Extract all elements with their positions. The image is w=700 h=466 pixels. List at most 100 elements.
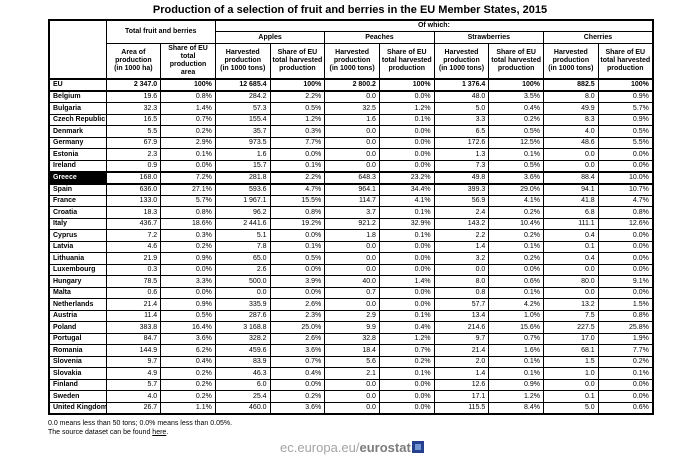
value-cell: 0.0 xyxy=(324,159,380,173)
value-cell: 0.0% xyxy=(597,148,654,161)
value-cell: 8.0 xyxy=(543,90,599,104)
area-production-header: Area of production (in 1000 ha) xyxy=(105,43,162,81)
value-cell: 328.2 xyxy=(214,332,271,346)
value-cell: 1.2% xyxy=(488,390,544,403)
value-cell: 1.8 xyxy=(324,229,380,242)
value-cell: 100% xyxy=(597,78,654,93)
country-cell: Portugal xyxy=(48,332,107,346)
value-cell: 460.0 xyxy=(214,401,271,415)
value-cell: 0.8% xyxy=(597,309,654,323)
value-cell: 0.0 xyxy=(433,263,490,277)
value-cell: 2.4 xyxy=(433,206,490,219)
table-row: Hungary 78.5 3.3% 500.0 3.9% 40.0 1.4% 8.0 0.6% 8… xyxy=(48,275,654,288)
table-row: Malta 0.6 0.0% 0.0 0.0% 0.7 0.0% 0.8 0.1% 0.0 0.0% xyxy=(48,286,654,300)
value-cell: 0.4% xyxy=(269,367,326,380)
value-cell: 0.0 xyxy=(324,136,380,150)
value-cell: 3.6% xyxy=(160,332,216,346)
value-cell: 0.0% xyxy=(160,286,216,300)
value-cell: 57.3 xyxy=(214,102,271,115)
value-cell: 399.3 xyxy=(433,183,490,196)
value-cell: 1.1% xyxy=(160,401,216,415)
value-cell: 0.7 xyxy=(324,286,380,300)
value-cell: 0.1% xyxy=(269,159,326,173)
value-cell: 0.9 xyxy=(105,159,162,173)
table-row: Bulgaria 32.3 1.4% 57.3 0.5% 32.5 1.2% 5.0 0.4% 4… xyxy=(48,102,654,115)
value-cell: 7.8 xyxy=(214,240,271,254)
value-cell: 5.7% xyxy=(160,194,216,208)
value-cell: 11.4 xyxy=(105,309,162,323)
value-cell: 49.8 xyxy=(433,170,490,185)
value-cell: 25.0% xyxy=(269,321,326,334)
value-cell: 100% xyxy=(269,78,326,93)
value-cell: 0.2% xyxy=(597,355,654,369)
value-cell: 12.6% xyxy=(597,217,654,231)
value-cell: 4.0 xyxy=(543,125,599,138)
value-cell: 0.0% xyxy=(378,401,435,415)
value-cell: 0.0% xyxy=(597,240,654,254)
value-cell: 0.2% xyxy=(378,355,435,369)
value-cell: 17.0 xyxy=(543,332,599,346)
country-cell: Estonia xyxy=(48,148,107,161)
country-cell: Luxembourg xyxy=(48,263,107,277)
value-cell: 2.3% xyxy=(269,309,326,323)
source-dataset-link[interactable]: here xyxy=(152,429,167,437)
value-cell: 0.4 xyxy=(543,252,599,265)
value-cell: 6.0 xyxy=(214,378,271,392)
value-cell: 2.2 xyxy=(433,229,490,242)
value-cell: 500.0 xyxy=(214,275,271,288)
value-cell: 6.8 xyxy=(543,206,599,219)
value-cell: 84.7 xyxy=(105,332,162,346)
fruit-header-cherries: Cherries xyxy=(542,31,654,45)
value-cell: 1.4% xyxy=(160,102,216,115)
value-cell: 0.4% xyxy=(488,102,544,115)
country-cell: France xyxy=(48,194,107,208)
table-row: Cyprus 7.2 0.3% 5.1 0.0% 1.8 0.1% 2.2 0.2% 0.4 0.0… xyxy=(48,229,654,242)
value-cell: 111.1 xyxy=(543,217,599,231)
value-cell: 7.7% xyxy=(597,344,654,357)
value-cell: 227.5 xyxy=(543,321,599,334)
value-cell: 0.0 xyxy=(324,263,380,277)
value-cell: 4.6 xyxy=(105,240,162,254)
value-cell: 0.0% xyxy=(378,298,435,311)
table-row: Slovakia 4.9 0.2% 46.3 0.4% 2.1 0.1% 1.4 0.1% 1.0… xyxy=(48,367,654,380)
value-cell: 383.8 xyxy=(105,321,162,334)
value-cell: 3.6% xyxy=(269,344,326,357)
value-cell: 0.7% xyxy=(378,344,435,357)
value-cell: 0.4% xyxy=(160,355,216,369)
table-row: Greece 168.0 7.2% 281.8 2.2% 648.3 23.2% 49.8 3.… xyxy=(48,170,654,185)
value-cell: 1 376.4 xyxy=(433,78,490,93)
value-cell: 0.0 xyxy=(324,252,380,265)
value-cell: 100% xyxy=(488,78,544,93)
value-cell: 100% xyxy=(378,78,435,93)
value-cell: 0.1% xyxy=(269,240,326,254)
country-cell: Austria xyxy=(48,309,107,323)
value-cell: 0.1% xyxy=(378,229,435,242)
country-cell: Denmark xyxy=(48,125,107,138)
table-row: EU 2 347.0 100% 12 685.4 100% 2 800.2 100% 1 37… xyxy=(48,78,654,93)
value-cell: 2.6% xyxy=(269,298,326,311)
share-harvested-header-strawberries: Share of EU total harvested production xyxy=(488,43,544,81)
value-cell: 18.3 xyxy=(105,206,162,219)
value-cell: 0.0% xyxy=(597,252,654,265)
value-cell: 83.9 xyxy=(214,355,271,369)
table-row: France 133.0 5.7% 1 967.1 15.5% 114.7 4.1% 56.9… xyxy=(48,194,654,208)
value-cell: 2.6% xyxy=(269,332,326,346)
value-cell: 0.0 xyxy=(543,286,599,300)
value-cell: 9.9 xyxy=(324,321,380,334)
value-cell: 18.6% xyxy=(160,217,216,231)
value-cell: 964.1 xyxy=(324,183,380,196)
value-cell: 4.2% xyxy=(488,298,544,311)
value-cell: 65.0 xyxy=(214,252,271,265)
value-cell: 144.9 xyxy=(105,344,162,357)
value-cell: 0.9% xyxy=(597,90,654,104)
table-row: Netherlands 21.4 0.9% 335.9 2.6% 0.0 0.0% 57.7 4… xyxy=(48,298,654,311)
value-cell: 0.6% xyxy=(488,275,544,288)
value-cell: 7.3 xyxy=(433,159,490,173)
value-cell: 15.5% xyxy=(269,194,326,208)
value-cell: 0.5% xyxy=(488,125,544,138)
value-cell: 0.1% xyxy=(488,367,544,380)
fruit-header-peaches: Peaches xyxy=(324,31,435,45)
value-cell: 15.7 xyxy=(214,159,271,173)
value-cell: 100% xyxy=(160,78,216,93)
value-cell: 0.8 xyxy=(433,286,490,300)
